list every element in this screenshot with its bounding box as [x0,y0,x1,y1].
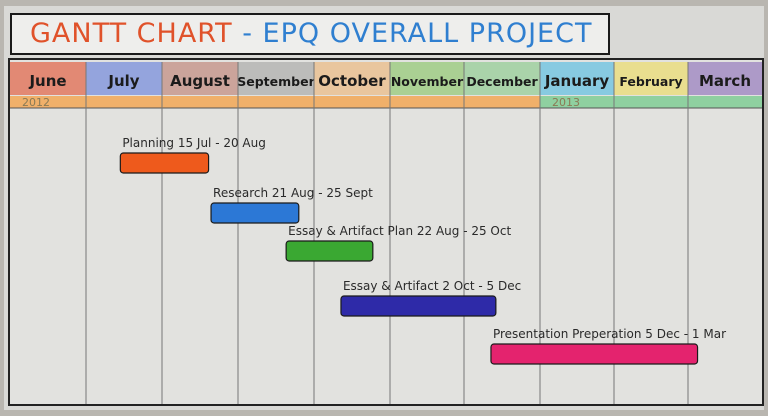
task-bar-2 [210,202,300,224]
month-header-august [162,62,238,95]
task-label-3: Essay & Artifact Plan 22 Aug - 25 Oct [288,224,511,238]
month-header-january [540,62,614,95]
month-label-july: July [107,72,139,90]
month-label-march: March [699,72,751,90]
month-label-january: January [544,72,610,90]
task-bar-4 [340,295,497,317]
task-bar-3 [285,240,374,262]
month-header-november [390,62,464,95]
month-label-december: December [466,74,538,89]
month-label-august: August [170,72,230,90]
month-header-july [86,62,162,95]
chart-title: GANTT CHART - EPQ OVERALL PROJECT [10,13,610,55]
month-header-march [688,62,762,95]
month-label-february: February [619,74,682,89]
year-band-2012 [10,96,540,108]
month-header-october [314,62,390,95]
month-header-december [464,62,540,95]
task-label-4: Essay & Artifact 2 Oct - 5 Dec [343,279,521,293]
month-label-june: June [28,72,66,90]
chart-title-part2: - EPQ OVERALL PROJECT [232,18,593,49]
month-header-february [614,62,688,95]
year-band-2013 [540,96,762,108]
year-label-2012: 2012 [22,96,50,109]
task-bar-1 [119,152,210,174]
task-label-5: Presentation Preperation 5 Dec - 1 Mar [493,327,726,341]
year-label-2013: 2013 [552,96,580,109]
month-label-october: October [318,72,386,90]
month-header-september [238,62,314,95]
month-label-september: September [237,74,315,89]
month-header-june [10,62,86,95]
month-label-november: November [391,74,464,89]
task-label-2: Research 21 Aug - 25 Sept [213,186,373,200]
chart-title-part1: GANTT CHART [30,18,233,49]
task-label-1: Planning 15 Jul - 20 Aug [122,136,266,150]
task-bar-5 [490,343,699,365]
